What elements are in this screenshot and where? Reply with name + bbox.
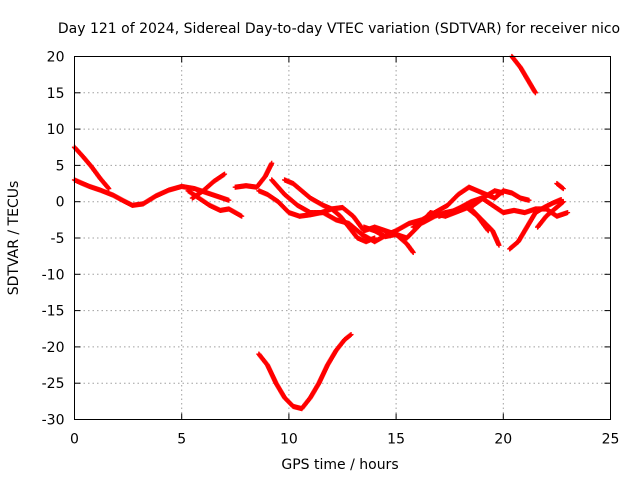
data-point xyxy=(410,250,416,256)
axis-ticks: 0 5 10 15 20 25 -30 -25 -20 -15 -10 -5 0 5 10 15 20 xyxy=(42,50,620,448)
data-point xyxy=(560,199,566,205)
y-tick-label: -5 xyxy=(51,231,65,247)
data-point xyxy=(347,332,353,338)
series-track-16 xyxy=(509,53,538,95)
data-point xyxy=(106,186,112,192)
data-point xyxy=(372,235,378,241)
data-point xyxy=(565,210,571,216)
x-tick-label: 5 xyxy=(177,432,186,448)
y-tick-label: 0 xyxy=(56,195,65,211)
data-point xyxy=(532,90,538,96)
series-track-5 xyxy=(232,161,274,190)
series-track-12 xyxy=(468,206,502,247)
y-tick-label: -30 xyxy=(42,413,65,429)
series-track-13 xyxy=(507,197,563,252)
data-point xyxy=(560,186,566,192)
y-tick-label: 15 xyxy=(47,86,65,102)
series-track-3 xyxy=(185,188,244,219)
data-point xyxy=(226,197,232,203)
data-point xyxy=(269,160,275,166)
data-point xyxy=(559,185,566,191)
y-tick-label: -25 xyxy=(42,376,65,392)
x-axis-label: GPS time / hours xyxy=(281,457,398,473)
series-track-9 xyxy=(361,224,416,255)
x-tick-label: 10 xyxy=(280,432,298,448)
y-tick-label: 5 xyxy=(56,158,65,174)
series-track-17 xyxy=(256,332,353,412)
x-tick-label: 0 xyxy=(70,432,79,448)
data-point xyxy=(105,185,111,191)
plot-points xyxy=(71,53,571,412)
x-tick-label: 15 xyxy=(387,432,405,448)
x-tick-label: 25 xyxy=(602,432,620,448)
series-track-15 xyxy=(554,180,566,191)
x-tick-label: 20 xyxy=(494,432,512,448)
data-point xyxy=(526,197,532,203)
y-axis-label: SDTVAR / TECUs xyxy=(6,181,22,296)
data-point xyxy=(348,332,354,338)
grid xyxy=(74,56,611,420)
y-tick-label: -10 xyxy=(42,267,65,283)
data-point xyxy=(222,171,228,177)
plot-frame xyxy=(74,56,611,420)
data-point xyxy=(221,172,227,178)
series-track-8 xyxy=(282,177,377,245)
series-track-11 xyxy=(436,195,570,219)
chart-title: Day 121 of 2024, Sidereal Day-to-day VTE… xyxy=(58,21,620,37)
data-point xyxy=(496,242,502,248)
series-track-14 xyxy=(535,199,566,230)
y-tick-label: 10 xyxy=(47,122,65,138)
series-track-1 xyxy=(71,177,231,208)
y-tick-label: -20 xyxy=(42,340,65,356)
data-point xyxy=(559,199,566,206)
data-point xyxy=(239,213,245,219)
y-tick-label: 20 xyxy=(47,50,65,66)
y-tick-label: -15 xyxy=(42,304,65,320)
